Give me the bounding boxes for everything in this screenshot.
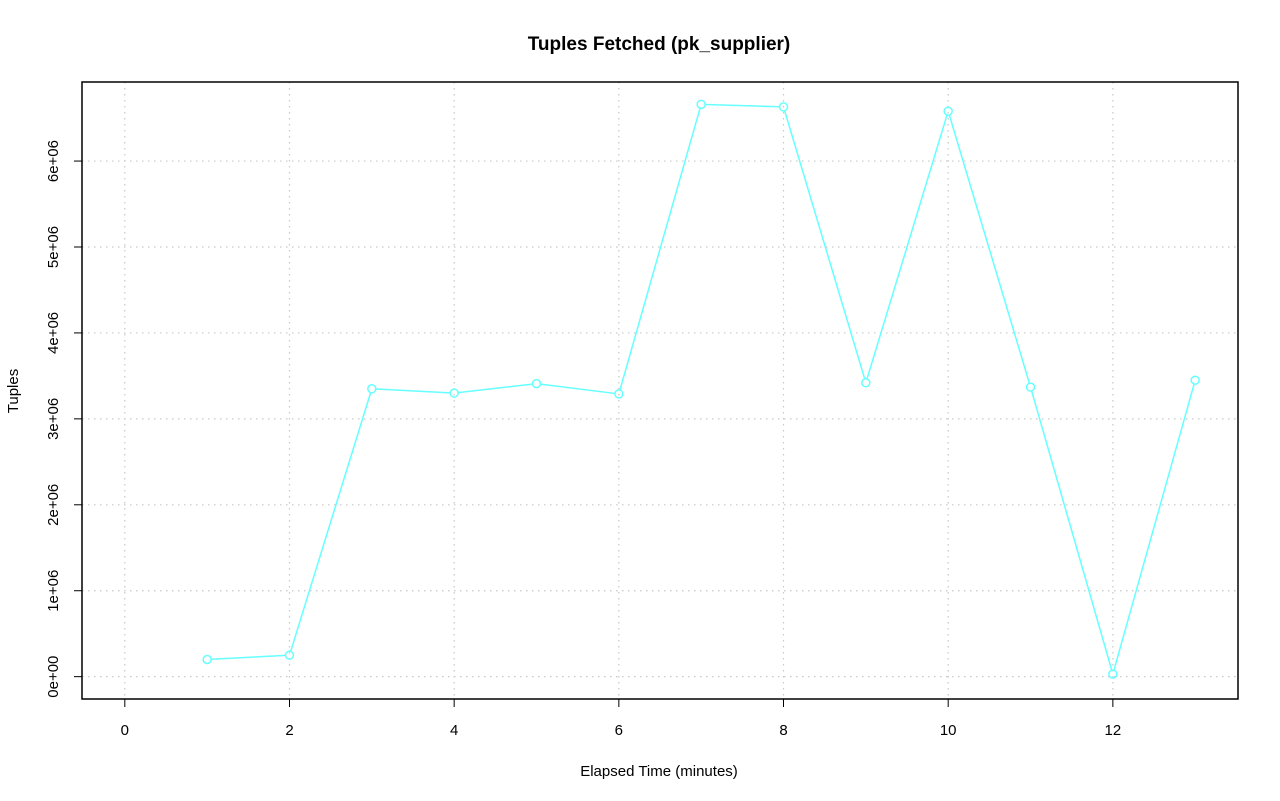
y-tick-label: 2e+06 (45, 484, 62, 526)
series-line-segment (1030, 390, 1113, 671)
x-tick-label: 12 (1105, 722, 1122, 739)
series-line-segment (619, 107, 701, 391)
data-point (861, 378, 871, 388)
data-point (284, 650, 295, 660)
x-tick-label: 6 (615, 722, 623, 739)
series-line-segment (866, 114, 948, 380)
data-point (1190, 375, 1200, 385)
series-line-segment (375, 388, 451, 394)
y-tick-label: 6e+06 (45, 140, 62, 182)
data-point (614, 389, 624, 399)
x-tick-label: 0 (121, 722, 129, 739)
series-line-segment (540, 383, 615, 395)
data-point (202, 654, 212, 665)
series-line-segment (211, 654, 286, 661)
x-axis: 0 2 4 6 8 10 12 (121, 699, 1122, 739)
series-line-segment (948, 114, 1031, 384)
data-point (1025, 382, 1036, 392)
plot-frame (81, 81, 1239, 700)
x-tick-label: 2 (285, 722, 293, 739)
series-line-segment (705, 103, 780, 108)
series-line-segment (783, 110, 866, 380)
series-line-segment (289, 392, 372, 652)
y-axis-label: Tuples (5, 369, 22, 413)
y-tick-label: 4e+06 (45, 312, 62, 354)
y-tick-label: 0e+00 (45, 656, 62, 698)
data-point (449, 388, 459, 398)
y-tick-label: 1e+06 (45, 570, 62, 612)
data-point (367, 384, 377, 394)
data-point (943, 106, 953, 116)
series-line-segment (1113, 383, 1195, 671)
x-tick-label: 4 (450, 722, 458, 739)
series-line-segment (458, 383, 533, 394)
series-layer (202, 99, 1200, 679)
grid (82, 82, 1238, 699)
data-point (1108, 669, 1118, 679)
data-point (778, 102, 789, 112)
x-tick-label: 8 (779, 722, 787, 739)
chart-title: Tuples Fetched (pk_supplier) (528, 34, 791, 55)
data-point (696, 99, 706, 110)
y-axis: 0e+00 1e+06 2e+06 3e+06 4e+06 5e+06 6e+06 (45, 140, 82, 698)
y-tick-label: 5e+06 (45, 226, 62, 268)
x-axis-label: Elapsed Time (minutes) (580, 763, 738, 780)
y-tick-label: 3e+06 (45, 398, 62, 440)
data-point (531, 378, 542, 389)
x-tick-label: 10 (940, 722, 957, 739)
